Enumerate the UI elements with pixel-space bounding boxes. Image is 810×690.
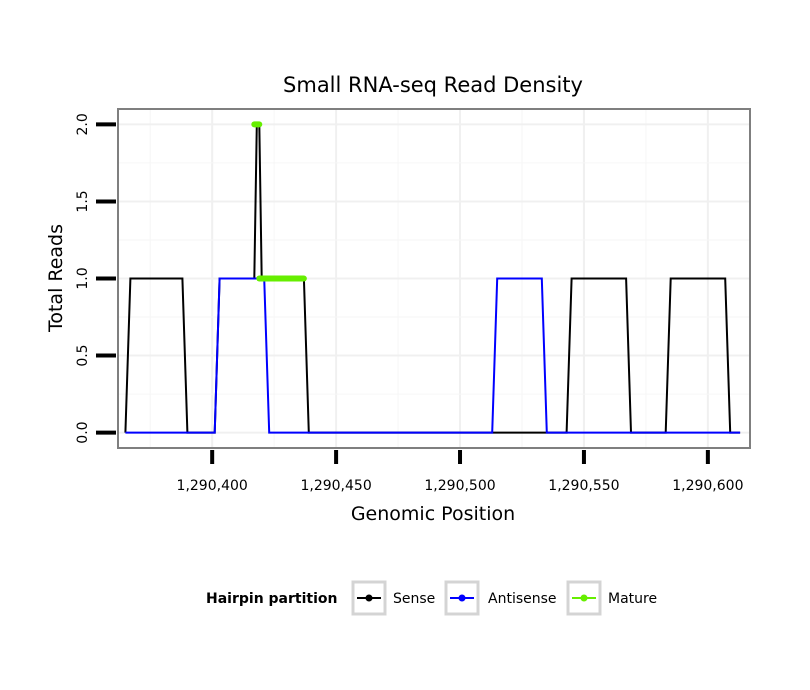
y-tick-label: 1.0 (75, 267, 91, 289)
y-axis: 0.0 0.5 1.0 1.5 2.0 (75, 113, 116, 444)
legend-key-point-sense (365, 594, 373, 602)
x-tick-label: 1,290,600 (672, 478, 743, 494)
y-axis-title: Total Reads (45, 224, 67, 333)
x-axis: 1,290,400 1,290,450 1,290,500 1,290,550 1,29… (177, 450, 743, 494)
plot-panel-border (117, 108, 751, 449)
legend-key-point-antisense (458, 594, 466, 602)
legend-title: Hairpin partition (206, 591, 337, 607)
legend: Hairpin partition Sense Antisense Mature (206, 580, 657, 616)
series-line-antisense (125, 277, 741, 434)
legend-label-mature: Mature (608, 591, 657, 607)
x-tick-label: 1,290,500 (424, 478, 495, 494)
series-group (124, 121, 741, 434)
chart-title: Small RNA-seq Read Density (283, 73, 583, 97)
y-tick-label: 0.0 (75, 421, 91, 443)
x-tick-label: 1,290,550 (548, 478, 619, 494)
x-axis-title: Genomic Position (351, 503, 515, 525)
grid (118, 109, 750, 448)
legend-key-point-mature (580, 594, 588, 602)
x-tick-label: 1,290,400 (177, 478, 248, 494)
legend-label-antisense: Antisense (488, 591, 557, 607)
y-tick-label: 2.0 (75, 113, 91, 135)
x-tick-label: 1,290,450 (300, 478, 371, 494)
y-tick-label: 1.5 (75, 190, 91, 212)
y-tick-label: 0.5 (75, 344, 91, 366)
legend-label-sense: Sense (393, 591, 435, 607)
